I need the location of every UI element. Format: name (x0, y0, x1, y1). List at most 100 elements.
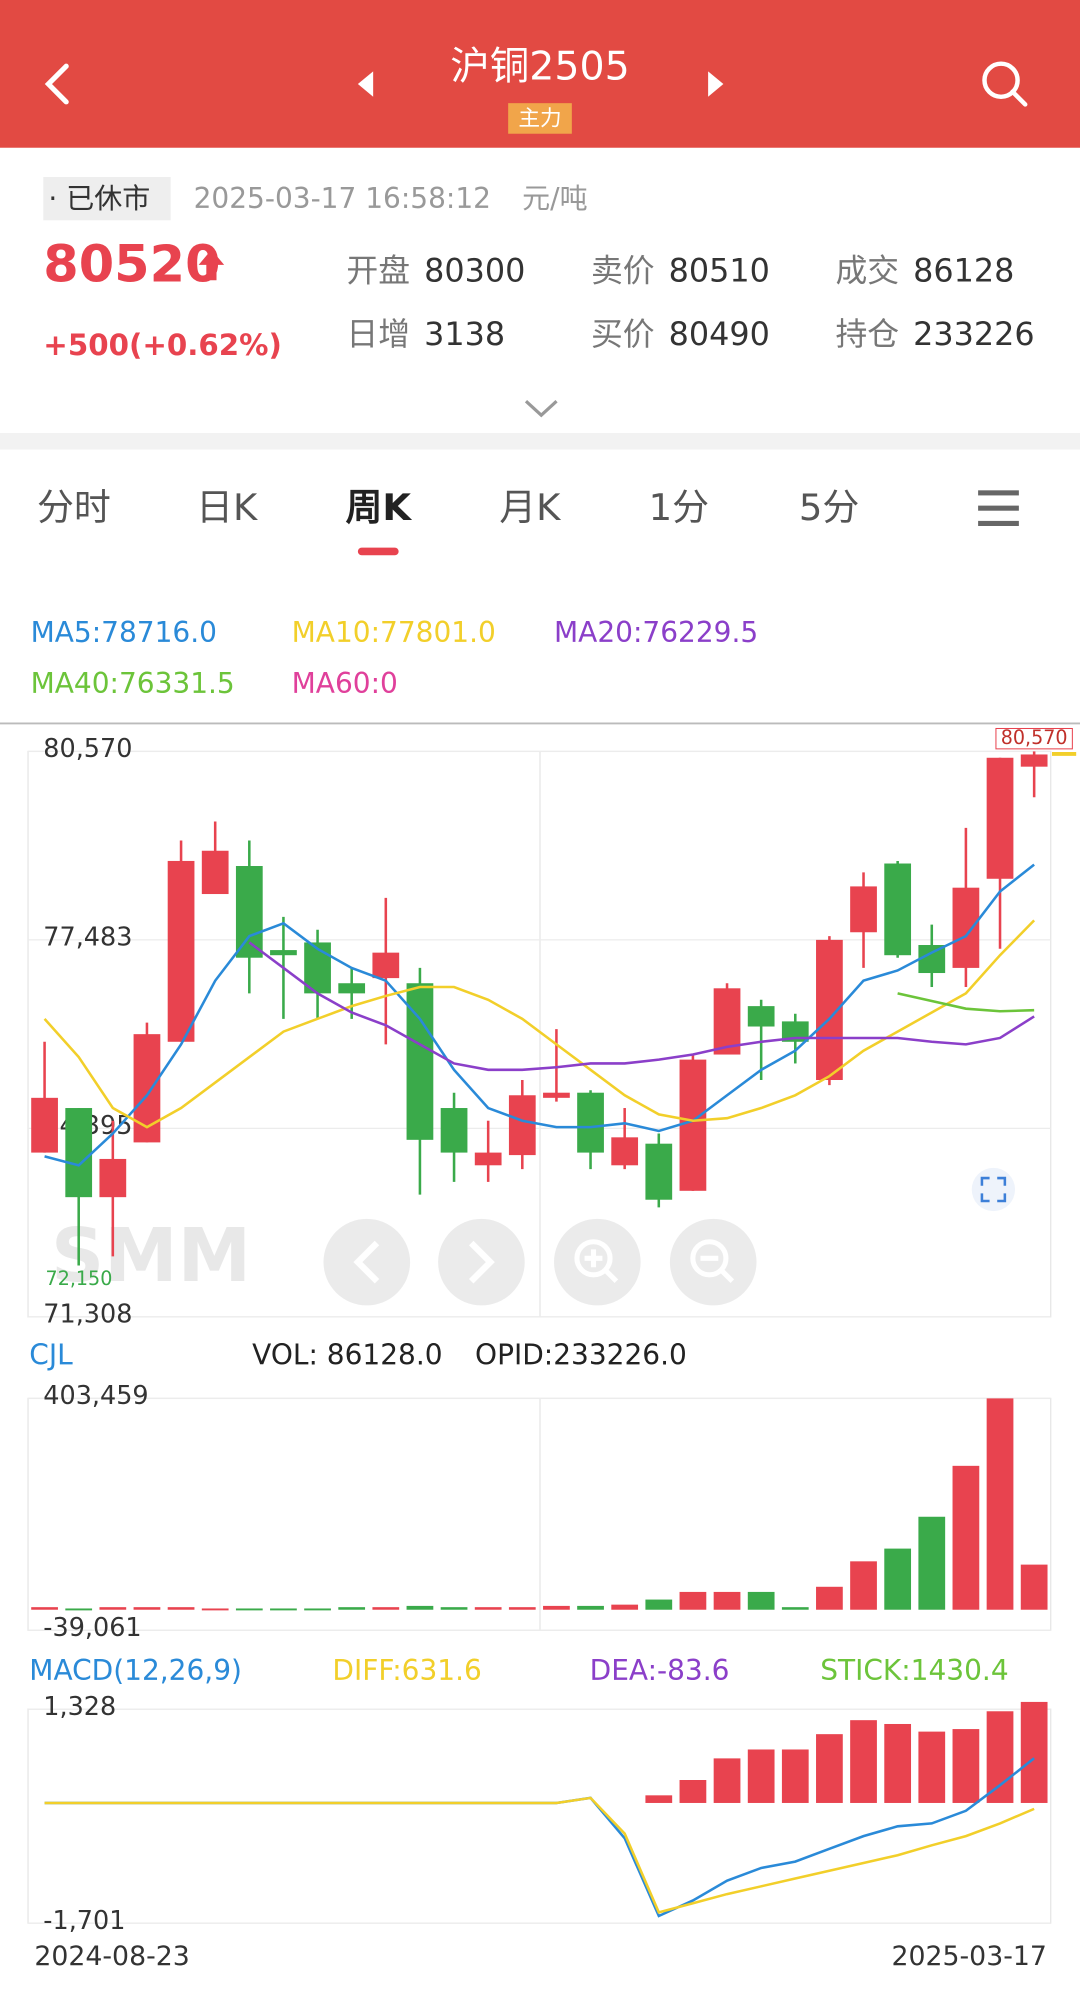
prev-contract[interactable] (357, 71, 374, 97)
volume-bar (304, 1608, 331, 1611)
candle-body (201, 850, 229, 895)
tab[interactable]: 周K (345, 486, 412, 529)
volume-info: VOL: 86128.0 (252, 1338, 442, 1371)
volume-bar (474, 1607, 502, 1610)
macd-bar (713, 1758, 741, 1803)
volume-bar (99, 1607, 127, 1610)
candle-body (713, 988, 741, 1055)
unit: 元/吨 (522, 182, 587, 215)
volume-bar (167, 1607, 195, 1610)
candle-body (31, 1097, 58, 1153)
tab[interactable]: 1分 (649, 486, 709, 529)
volume-bar (816, 1586, 843, 1610)
tab[interactable]: 5分 (799, 486, 859, 529)
volume-bar (577, 1605, 604, 1610)
volume-bar (747, 1591, 775, 1610)
badge: 主力 (518, 107, 561, 132)
stat-label: 开盘 (346, 252, 410, 290)
price-change: +500(+0.62%) (43, 328, 282, 362)
candle-body (372, 952, 400, 979)
macd-bar (952, 1729, 980, 1803)
macd-line (44, 1796, 1035, 1914)
ma-line (897, 992, 1035, 1013)
macd-bar (679, 1780, 707, 1803)
pan-left[interactable] (323, 1218, 411, 1306)
macd-bar (781, 1749, 809, 1803)
pan-right[interactable] (438, 1218, 525, 1306)
ma-legend: MA40:76331.5 (31, 667, 235, 700)
volume-bar (235, 1608, 263, 1611)
stat-value: 80490 (669, 315, 770, 353)
volume-bar (543, 1605, 570, 1610)
market-status: · 已休市 (48, 182, 150, 215)
stat-label: 持仓 (835, 315, 899, 353)
volume-bar (201, 1608, 229, 1611)
macd-legend: MACD(12,26,9) (29, 1654, 242, 1687)
macd-bar (918, 1731, 946, 1803)
candle-body (508, 1095, 536, 1156)
contract-title: 沪铜2505 (450, 43, 629, 89)
stat-label: 日增 (346, 315, 410, 353)
volume-bar (611, 1604, 639, 1610)
separator (0, 433, 1080, 450)
search-button[interactable] (982, 61, 1028, 107)
stat-label: 买价 (591, 315, 655, 353)
macd-legend: DEA:-83.6 (590, 1654, 730, 1687)
stat-value: 233226 (913, 315, 1035, 353)
macd-bar (986, 1711, 1014, 1803)
candle-body (440, 1108, 468, 1153)
zoom-in[interactable] (554, 1218, 641, 1306)
macd-bar (645, 1795, 673, 1803)
ma-line (44, 863, 1035, 1167)
ma-legend: MA10:77801.0 (292, 616, 496, 649)
volume-bar (406, 1605, 434, 1610)
stat-label: 卖价 (591, 252, 655, 290)
zoom-out[interactable] (669, 1218, 757, 1306)
stat-value: 80510 (669, 252, 770, 290)
y-tick-label: 1,328 (43, 1692, 116, 1722)
y-tick-label: 80,570 (43, 734, 132, 764)
ma-line (43, 919, 1036, 1129)
tab[interactable]: 日K (196, 486, 258, 529)
next-contract[interactable] (708, 71, 724, 97)
candle-body (167, 860, 195, 1042)
stat-value: 3138 (424, 315, 505, 353)
stat-value: 80300 (424, 252, 525, 290)
ma-legend: MA20:76229.5 (554, 616, 758, 649)
macd-bar (850, 1720, 877, 1803)
candle-body (338, 983, 366, 994)
y-tick-label: 71,308 (43, 1300, 132, 1330)
candle-body (850, 886, 877, 933)
menu-button[interactable] (978, 490, 1019, 526)
volume-bar (1020, 1564, 1048, 1610)
expand-toggle[interactable] (524, 400, 558, 418)
tab[interactable]: 分时 (37, 486, 111, 529)
candle-body (679, 1059, 707, 1191)
macd-legend: DIFF:631.6 (332, 1654, 481, 1687)
macd-bar (884, 1723, 912, 1803)
y-tick-label: 403,459 (43, 1381, 148, 1411)
stat-value: 86128 (913, 252, 1014, 290)
back-button[interactable] (44, 63, 69, 105)
stat-label: 成交 (835, 252, 899, 290)
candle-body (65, 1108, 93, 1198)
volume-bar (918, 1516, 946, 1610)
candle-body (645, 1143, 673, 1200)
watermark: SMM (51, 1213, 251, 1299)
status-bg (43, 177, 171, 221)
low-tag: 72,150 (46, 1267, 113, 1290)
volume-bar (372, 1607, 400, 1610)
candle-body (543, 1092, 570, 1098)
candle-body (474, 1152, 502, 1166)
last-price: 80520 (43, 235, 220, 294)
tab[interactable]: 月K (499, 486, 561, 529)
candle-body (577, 1092, 604, 1153)
volume-bar (440, 1607, 468, 1610)
macd-legend: STICK:1430.4 (820, 1654, 1008, 1687)
macd-bar (816, 1734, 843, 1803)
candle-body (235, 866, 263, 958)
volume-bar (31, 1607, 58, 1610)
fullscreen-button[interactable] (971, 1167, 1016, 1212)
macd-bar (747, 1749, 775, 1803)
